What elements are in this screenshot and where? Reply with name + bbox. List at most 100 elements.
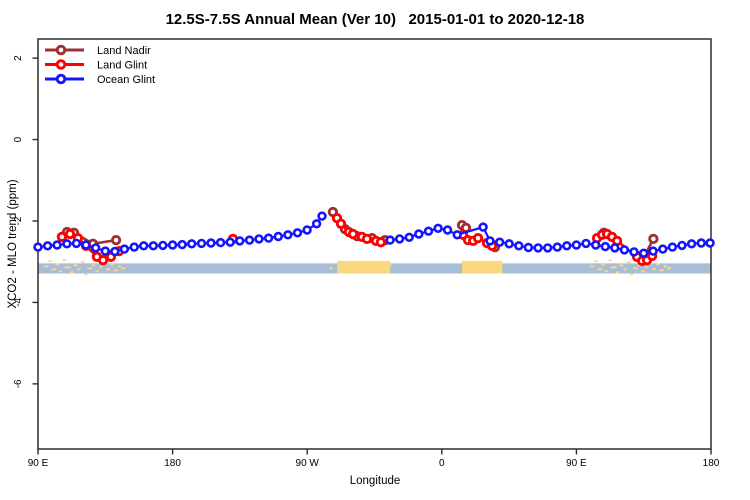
land-speckle: [382, 271, 387, 274]
data-point: [571, 240, 582, 250]
data-point: [648, 246, 658, 256]
data-point: [385, 235, 395, 245]
data-point: [64, 228, 76, 240]
data-point: [600, 241, 610, 252]
data-point: [423, 226, 434, 236]
data-point: [523, 242, 534, 253]
land-speckle: [62, 259, 66, 262]
land-speckle: [652, 268, 657, 271]
legend-label: Ocean Glint: [97, 74, 155, 86]
data-point: [196, 238, 207, 249]
land-speckle: [64, 266, 71, 269]
data-point: [62, 239, 72, 249]
data-point: [610, 243, 620, 253]
legend-item-land-glint: Land Glint: [45, 59, 147, 72]
x-axis: 90 E 180 90 W 0 90 E 180: [28, 449, 720, 469]
data-point: [139, 241, 149, 251]
data-point: [648, 233, 659, 245]
data-point: [619, 245, 630, 255]
land-speckle: [106, 268, 111, 271]
land-speckle: [590, 265, 595, 268]
land-speckle: [113, 269, 118, 272]
data-point: [335, 218, 347, 229]
land-speckle: [608, 259, 612, 262]
data-point: [629, 247, 639, 257]
data-point: [177, 239, 187, 250]
land-block: [337, 260, 391, 274]
data-point: [273, 231, 283, 242]
land-speckle: [640, 270, 645, 273]
land-speckle: [645, 266, 649, 269]
data-point: [478, 222, 488, 232]
data-point: [375, 237, 387, 248]
data-point: [206, 238, 216, 248]
data-point: [167, 240, 178, 250]
data-point: [394, 234, 405, 244]
y-tick-label: -6: [13, 379, 24, 388]
data-point: [215, 237, 226, 248]
land-speckle: [58, 270, 62, 273]
data-point: [263, 233, 274, 243]
land-speckle: [610, 266, 617, 269]
data-point: [71, 238, 82, 249]
x-tick-label: 0: [439, 458, 445, 469]
data-point: [311, 219, 322, 229]
data-point: [90, 243, 101, 253]
land-speckle: [604, 270, 608, 273]
x-tick-label: 90 E: [566, 458, 587, 469]
land-speckle: [630, 273, 634, 276]
land-speckle: [73, 264, 78, 267]
data-point: [244, 235, 255, 245]
data-point: [52, 240, 62, 250]
data-point: [658, 244, 668, 254]
land-speckle: [632, 267, 638, 270]
data-point: [542, 243, 553, 253]
data-point: [283, 230, 293, 240]
series-ocean-glint: [33, 211, 715, 258]
data-point: [129, 242, 139, 252]
data-point: [533, 243, 543, 253]
x-tick-label: 90 W: [296, 458, 320, 469]
data-point: [581, 238, 591, 249]
land-speckle: [663, 265, 667, 268]
data-point: [686, 239, 697, 249]
land-speckle: [99, 266, 103, 269]
chart-title: 12.5S-7.5S Annual Mean (Ver 10) 2015-01-…: [165, 11, 585, 28]
data-point: [361, 233, 373, 245]
data-point: [254, 234, 264, 244]
data-point: [302, 225, 312, 235]
x-tick-label: 180: [164, 458, 181, 469]
data-point: [485, 236, 495, 246]
y-tick-label: 2: [13, 55, 24, 61]
land-speckle: [95, 270, 100, 273]
y-tick-label: -4: [13, 298, 24, 307]
data-point: [187, 239, 197, 249]
x-tick-label: 180: [703, 458, 720, 469]
data-point: [504, 239, 514, 249]
land-speckle: [626, 261, 631, 264]
land-speckle: [110, 263, 114, 266]
data-point: [347, 228, 359, 240]
land-speckle: [48, 260, 52, 263]
land-speckle: [594, 260, 598, 263]
land-speckle: [616, 271, 620, 274]
data-point: [705, 238, 715, 248]
land-speckle: [601, 263, 606, 266]
land-block: [461, 260, 503, 274]
land-speckle: [623, 268, 627, 271]
y-tick-label: -2: [13, 216, 24, 225]
legend-marker: [55, 59, 67, 70]
land-speckle: [51, 268, 57, 271]
data-point: [148, 241, 159, 251]
legend-item-land-nadir: Land Nadir: [45, 44, 151, 57]
data-point: [119, 244, 130, 254]
data-point: [442, 225, 453, 235]
data-point: [235, 236, 245, 246]
y-tick-label: 0: [13, 136, 24, 142]
y-axis: 2 0 -2 -4 -6: [13, 55, 38, 388]
land-speckle: [388, 264, 392, 267]
data-point: [514, 241, 524, 251]
data-point: [225, 237, 235, 247]
